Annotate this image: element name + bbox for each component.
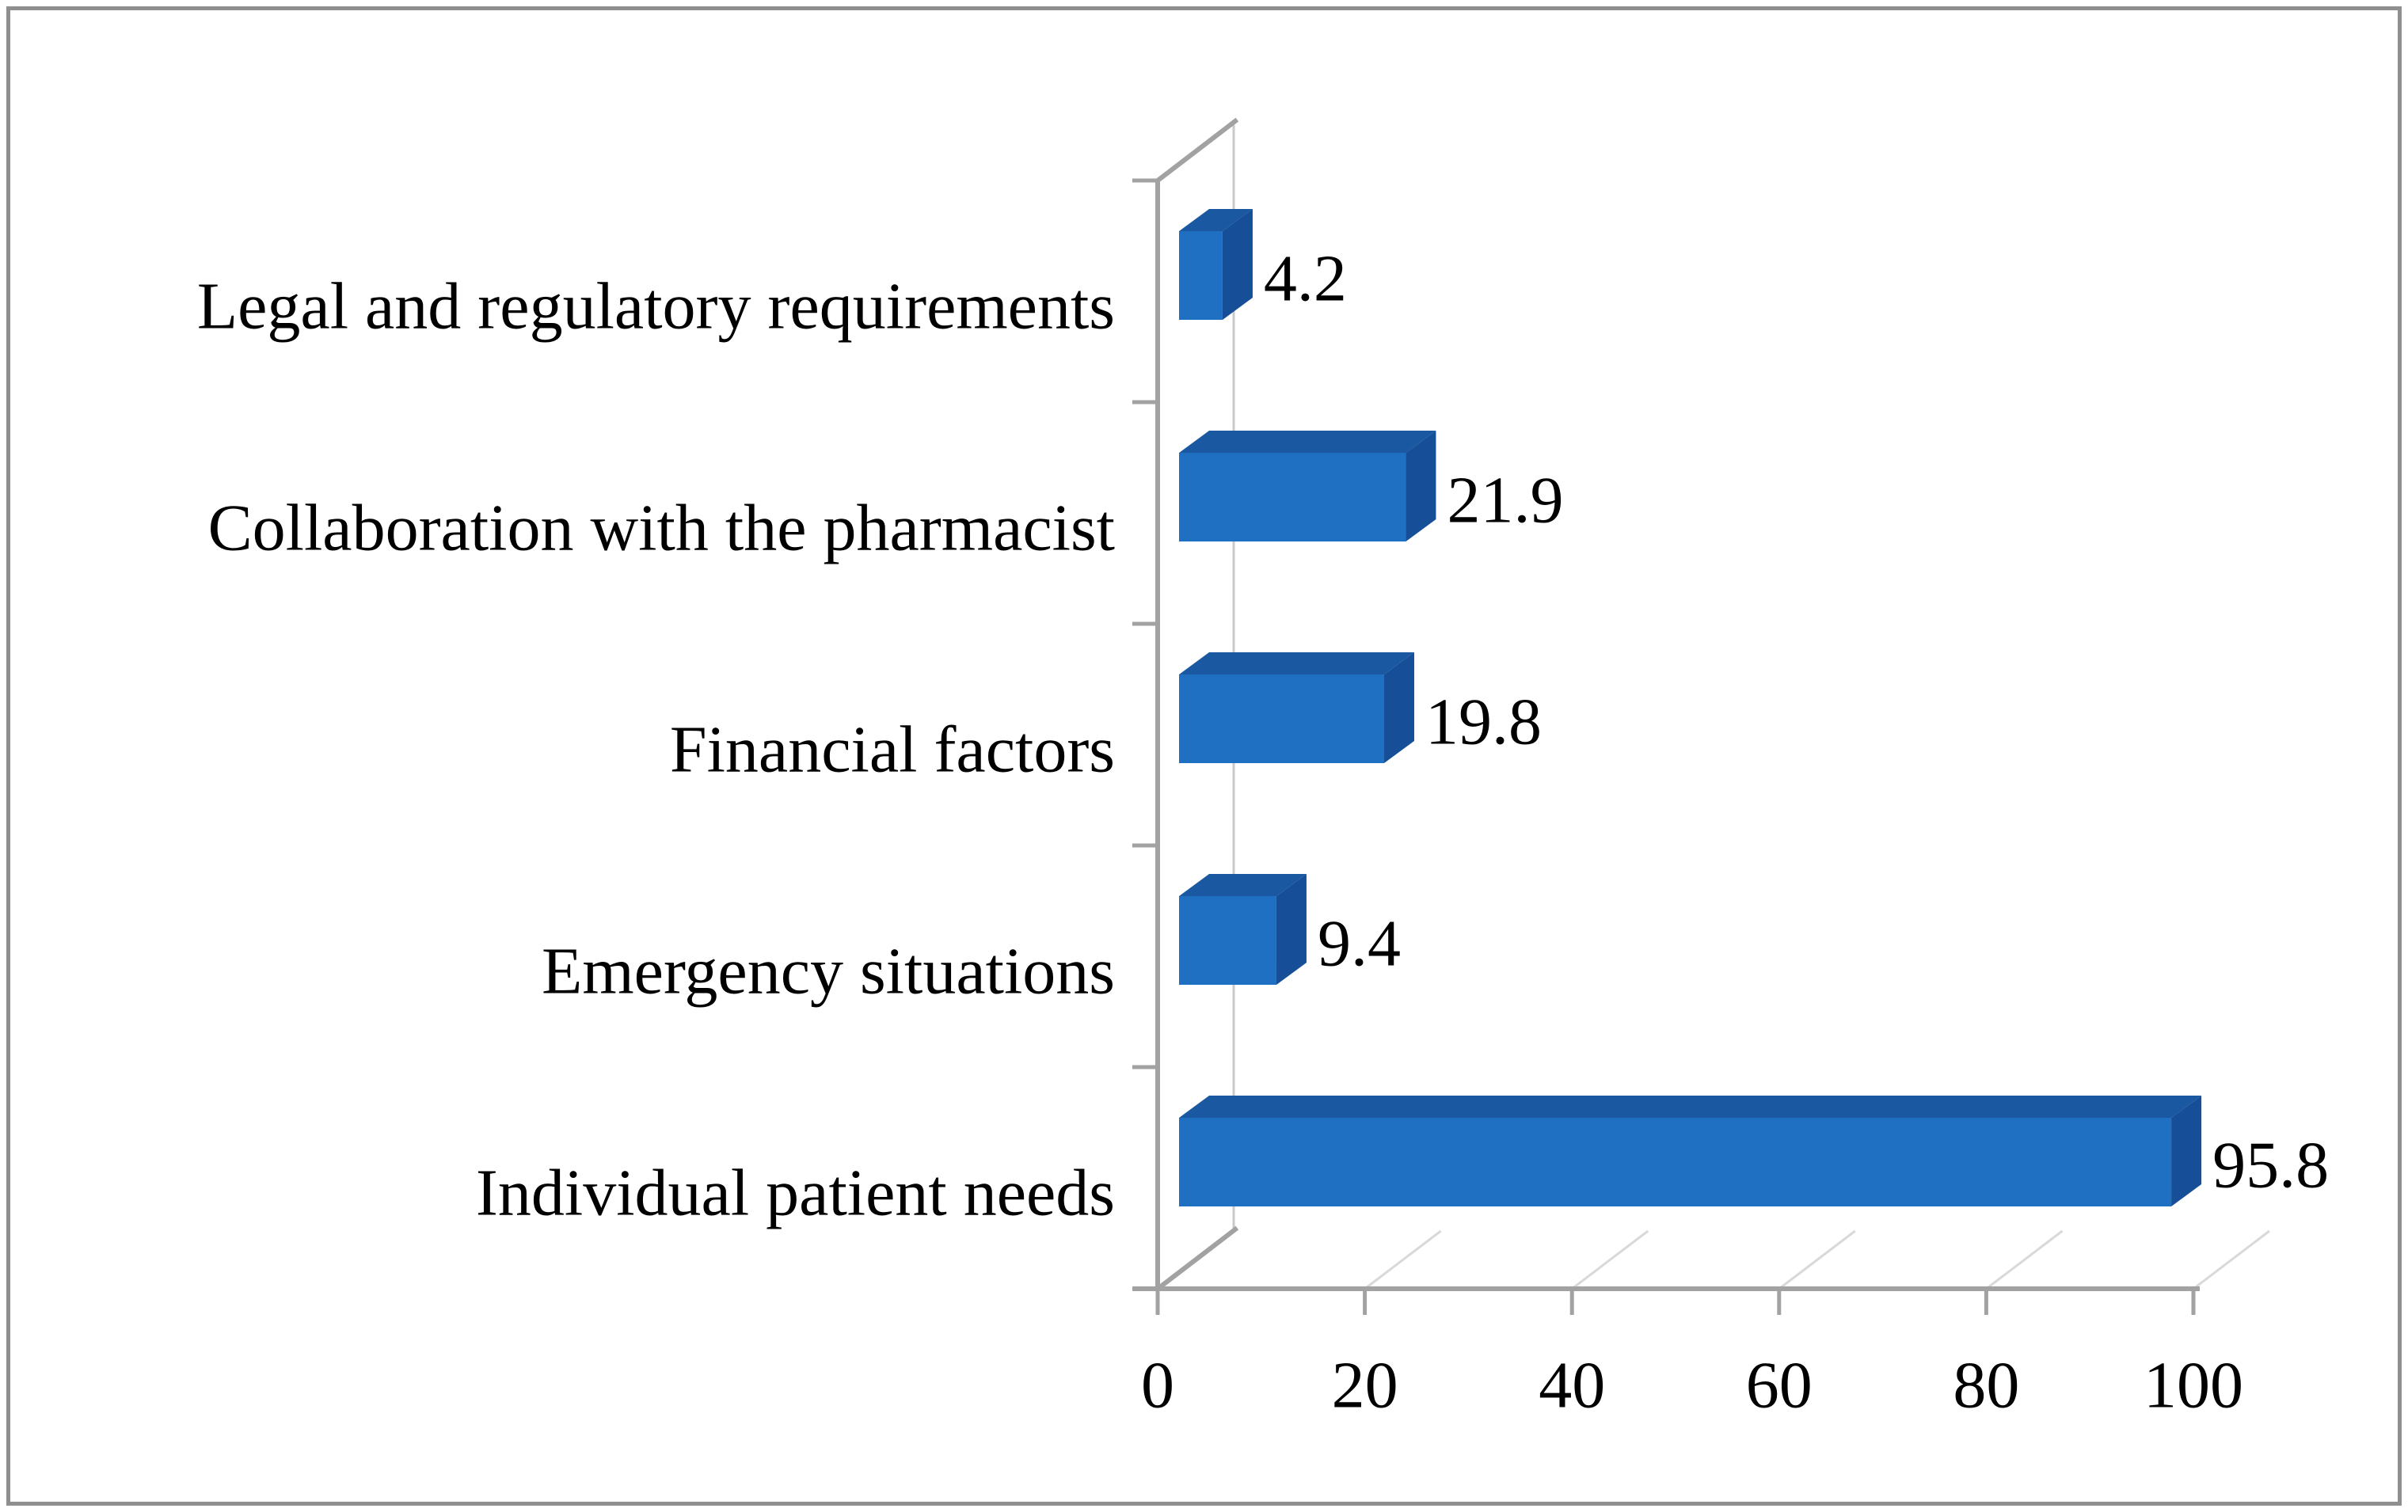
value-label: 9.4 [1318, 906, 1401, 980]
floor-gridline [1364, 1229, 1442, 1290]
figure-border [6, 6, 2402, 1506]
value-label: 95.8 [2212, 1128, 2329, 1202]
x-tick-label: 40 [1539, 1348, 1605, 1422]
floor-front-diagonal [1154, 1225, 1239, 1293]
x-tick-label: 60 [1746, 1348, 1813, 1422]
category-label: Collaboration with the pharmacist [208, 491, 1115, 564]
bar-top-face [1179, 652, 1414, 674]
bar-top-face [1179, 431, 1436, 453]
x-tick-label: 0 [1141, 1348, 1174, 1422]
value-labels: 4.2 21.9 19.8 9.4 95.8 [1264, 241, 2329, 1202]
bar-side-face [1383, 652, 1414, 763]
floor-gridline [1778, 1229, 1856, 1290]
floor-gridline [1571, 1229, 1649, 1290]
bar-front-face [1179, 453, 1406, 541]
floor-gridline [2193, 1229, 2270, 1290]
value-label: 21.9 [1447, 463, 1563, 537]
bar-side-face [1222, 209, 1253, 320]
bar-front-face [1179, 674, 1384, 763]
bar-top-face [1179, 874, 1307, 896]
x-tick-label: 80 [1953, 1348, 2019, 1422]
floor-gridlines [1364, 1229, 2270, 1290]
bar-front-face [1179, 896, 1276, 985]
value-axis-ticks [1155, 1289, 2196, 1315]
bar-front-face [1179, 1118, 2172, 1206]
category-label: Emergency situations [542, 934, 1115, 1008]
bar-series [1179, 209, 2202, 1206]
x-tick-labels: 0 20 40 60 80 100 [1141, 1348, 2243, 1422]
bar-top-face [1179, 209, 1253, 231]
category-label: Legal and regulatory requirements [197, 269, 1115, 343]
bar-front-face [1179, 231, 1223, 320]
bar-side-face [1406, 431, 1436, 541]
category-labels: Legal and regulatory requirements Collab… [197, 269, 1115, 1229]
category-label: Financial factors [670, 712, 1115, 786]
wall-top-diagonal [1154, 117, 1239, 184]
category-label: Individual patient needs [476, 1156, 1115, 1229]
bar-top-face [1179, 1096, 2202, 1118]
value-label: 4.2 [1264, 241, 1347, 315]
floor-gridline [1985, 1229, 2064, 1290]
bar-side-face [2171, 1096, 2202, 1206]
bar-side-face [1276, 874, 1307, 985]
category-axis-ticks [1132, 178, 1158, 1291]
x-tick-label: 20 [1332, 1348, 1398, 1422]
value-label: 19.8 [1425, 685, 1542, 758]
x-tick-label: 100 [2144, 1348, 2243, 1422]
